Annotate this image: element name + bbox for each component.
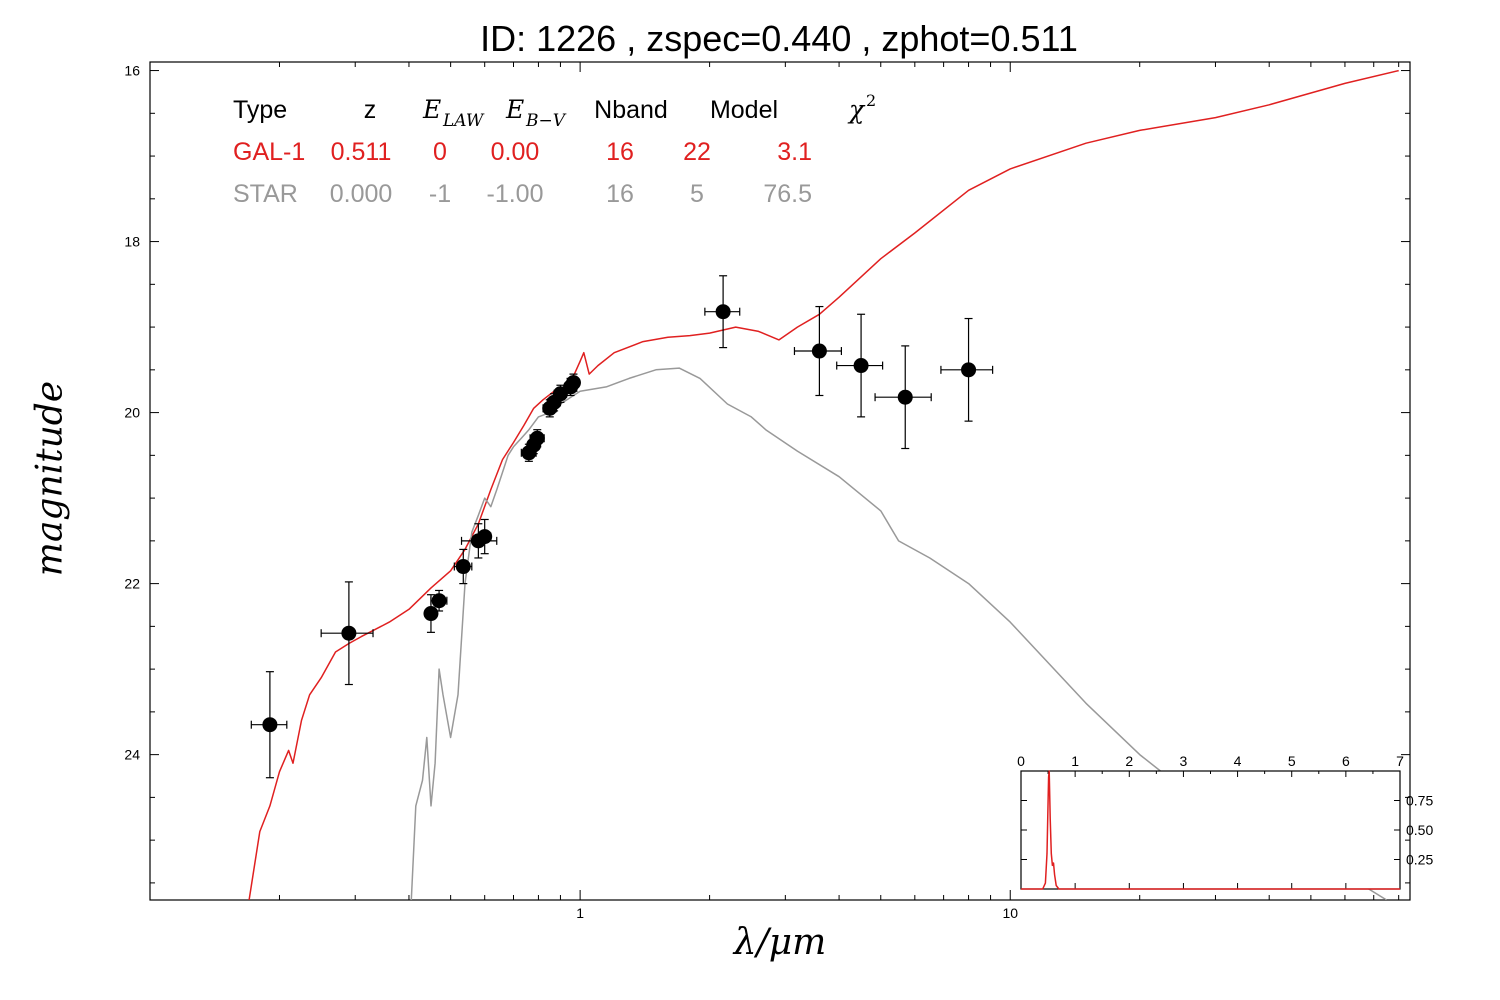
legend-row-elaw: -1 [429,180,451,208]
inset-x-tick-label: 2 [1125,753,1133,769]
inset-y-tick-label: 0.50 [1406,822,1433,838]
obs-point [565,375,581,391]
legend-row-nband: 16 [606,180,634,208]
legend-header-ebv-sub: B−V [525,111,567,131]
legend-header-type: Type [233,96,287,124]
obs-point [455,559,471,575]
legend-row-chi2: 76.5 [763,180,812,208]
y-tick-label: 20 [124,405,140,421]
legend-row-nband: 16 [606,138,634,166]
inset-x-tick-label: 4 [1234,753,1242,769]
legend-row-ebv: -1.00 [487,180,544,208]
obs-point [477,529,493,545]
legend-row-type: STAR [233,180,298,208]
y-tick-label: 16 [124,63,140,79]
y-tick-label: 18 [124,234,140,250]
x-tick-label: 10 [1002,905,1018,921]
inset-frame [1020,770,1401,890]
legend-row-ebv: 0.00 [491,138,540,166]
legend-row-z: 0.000 [330,180,393,208]
plot-frame [149,61,1411,901]
legend-header-chi-sup: 2 [866,91,876,110]
y-tick-label: 24 [124,747,140,763]
legend-header-z: z [364,96,377,124]
legend-header-elaw: E [422,95,441,124]
obs-point [961,362,977,378]
inset-x-tick-label: 5 [1288,753,1296,769]
legend-header-elaw-sub: LAW [442,111,485,131]
inset-y-tick-label: 0.75 [1406,793,1433,809]
inset-x-tick-label: 3 [1180,753,1188,769]
obs-point [853,358,869,374]
legend-header-model: Model [710,96,778,124]
obs-point [431,593,447,609]
inset-pdf-line [1021,770,1400,890]
y-tick-label: 22 [124,576,140,592]
legend-header-nband: Nband [594,96,668,124]
legend-row-type: GAL-1 [233,138,305,166]
obs-point [423,606,439,622]
obs-point [529,430,545,446]
obs-point [811,343,827,359]
inset-x-tick-label: 6 [1342,753,1350,769]
legend-header-chi: χ [847,95,866,124]
obs-point [262,717,278,733]
legend-row-elaw: 0 [433,138,447,166]
legend-row-z: 0.511 [331,138,392,166]
obs-point [341,625,357,641]
inset-x-tick-label: 0 [1017,753,1025,769]
legend-row-model: 22 [683,138,711,166]
obs-point [897,389,913,405]
legend-row-chi2: 3.1 [777,138,812,166]
legend-header-ebv: E [505,95,524,124]
x-tick-label: 1 [576,905,584,921]
obs-point [715,304,731,320]
inset-x-tick-label: 1 [1071,753,1079,769]
inset-x-tick-label: 7 [1396,753,1404,769]
inset-y-tick-label: 0.25 [1406,852,1433,868]
x-axis-label: λ/μm [733,922,827,963]
chart-title: ID: 1226 , zspec=0.440 , zphot=0.511 [480,18,1078,59]
legend-row-model: 5 [690,180,704,208]
